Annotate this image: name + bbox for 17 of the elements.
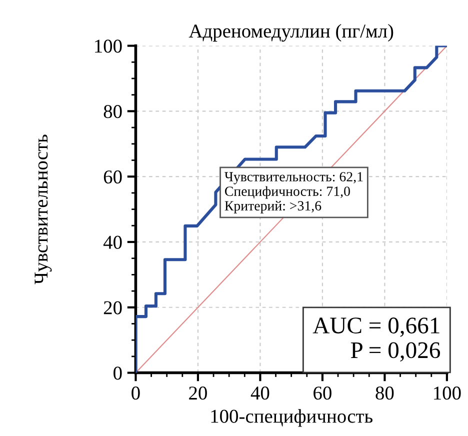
y-tick-label: 60 — [104, 170, 122, 184]
x-tick-label: 80 — [376, 386, 394, 400]
x-axis-title: 100-специфичность — [211, 409, 372, 427]
x-tick-label: 100 — [434, 386, 461, 400]
annotation: Чувствительность: 62,1 Специфичность: 71,0 Критерий: >31,6 — [224, 172, 363, 214]
y-tick-label: 20 — [104, 301, 122, 314]
x-tick-label: 40 — [250, 386, 270, 400]
x-tick-label: 60 — [314, 386, 332, 400]
y-tick-label: 80 — [104, 104, 122, 118]
annotation: AUC = 0,661 P = 0,026 — [312, 318, 440, 362]
y-axis-title: Чувствительность — [34, 134, 52, 284]
y-tick-label: 100 — [95, 40, 122, 53]
x-tick-label: 20 — [189, 386, 207, 400]
y-tick-label: 0 — [114, 366, 122, 380]
x-tick-label: 0 — [132, 386, 140, 400]
y-tick-label: 40 — [103, 236, 122, 249]
chart-title: Адреномедуллин (пг/мл) — [188, 24, 394, 42]
